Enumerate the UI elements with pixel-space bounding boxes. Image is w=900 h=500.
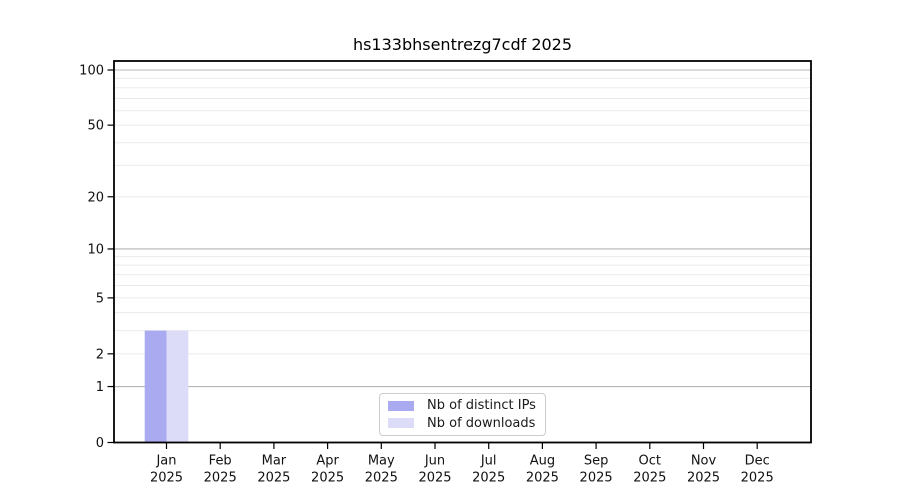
major-gridlines [114,69,811,388]
x-tick-label-year: 2025 [365,471,398,486]
legend: Nb of distinct IPs Nb of downloads [379,393,546,436]
x-tick-label-year: 2025 [418,471,451,486]
x-tick-label-month: Sep [584,454,609,469]
axes [113,60,812,444]
bar-jan-downloads [166,330,189,443]
y-tick-label: 5 [96,291,104,306]
legend-item-distinct-ips: Nb of distinct IPs [388,398,537,413]
x-tick-label-year: 2025 [472,471,505,486]
legend-label-distinct-ips: Nb of distinct IPs [427,398,536,414]
x-tick-label-month: Mar [262,454,287,469]
x-tick-label-year: 2025 [257,471,290,486]
x-tick-label-month: Apr [316,454,339,469]
y-tick-label: 50 [87,119,104,134]
y-tick-label: 0 [96,436,104,451]
y-tick-label: 100 [79,63,104,78]
x-tick-label-year: 2025 [526,471,559,486]
legend-swatch-downloads [388,418,414,429]
y-tick-label: 1 [96,380,104,395]
y-tick-label: 20 [87,190,104,205]
x-tick-label-month: May [368,454,395,469]
x-tick-label-year: 2025 [204,471,237,486]
minor-gridlines [114,77,811,355]
y-tick-label: 2 [96,347,104,362]
x-tick-label-month: Jun [424,454,445,469]
x-tick-label-year: 2025 [741,471,774,486]
x-tick-label-year: 2025 [150,471,183,486]
x-tick-label-year: 2025 [687,471,720,486]
plot-border [113,60,812,444]
bar-jan-distinct-ips [144,330,167,443]
bars [144,330,189,443]
tick-labels: 0 1 2 5 10 20 50 100 Jan 2025 Feb 2025 Mar 2025 Apr 202… [79,63,774,485]
x-tick-label-month: Feb [209,454,232,469]
x-tick-label-month: Nov [691,454,717,469]
x-tick-label-month: Jan [155,454,176,469]
x-tick-label-month: Jul [480,454,497,469]
chart-title: hs133bhsentrezg7cdf 2025 [352,35,573,54]
x-tick-label-year: 2025 [633,471,666,486]
x-tick-label-month: Oct [639,454,661,469]
legend-item-downloads: Nb of downloads [388,416,537,431]
x-tick-label-year: 2025 [311,471,344,486]
y-tick-label: 10 [87,242,104,257]
x-tick-label-month: Aug [530,454,555,469]
legend-swatch-distinct-ips [388,400,414,411]
tick-marks [107,69,758,449]
legend-label-downloads: Nb of downloads [427,415,536,431]
x-tick-label-month: Dec [745,454,770,469]
x-tick-label-year: 2025 [580,471,613,486]
